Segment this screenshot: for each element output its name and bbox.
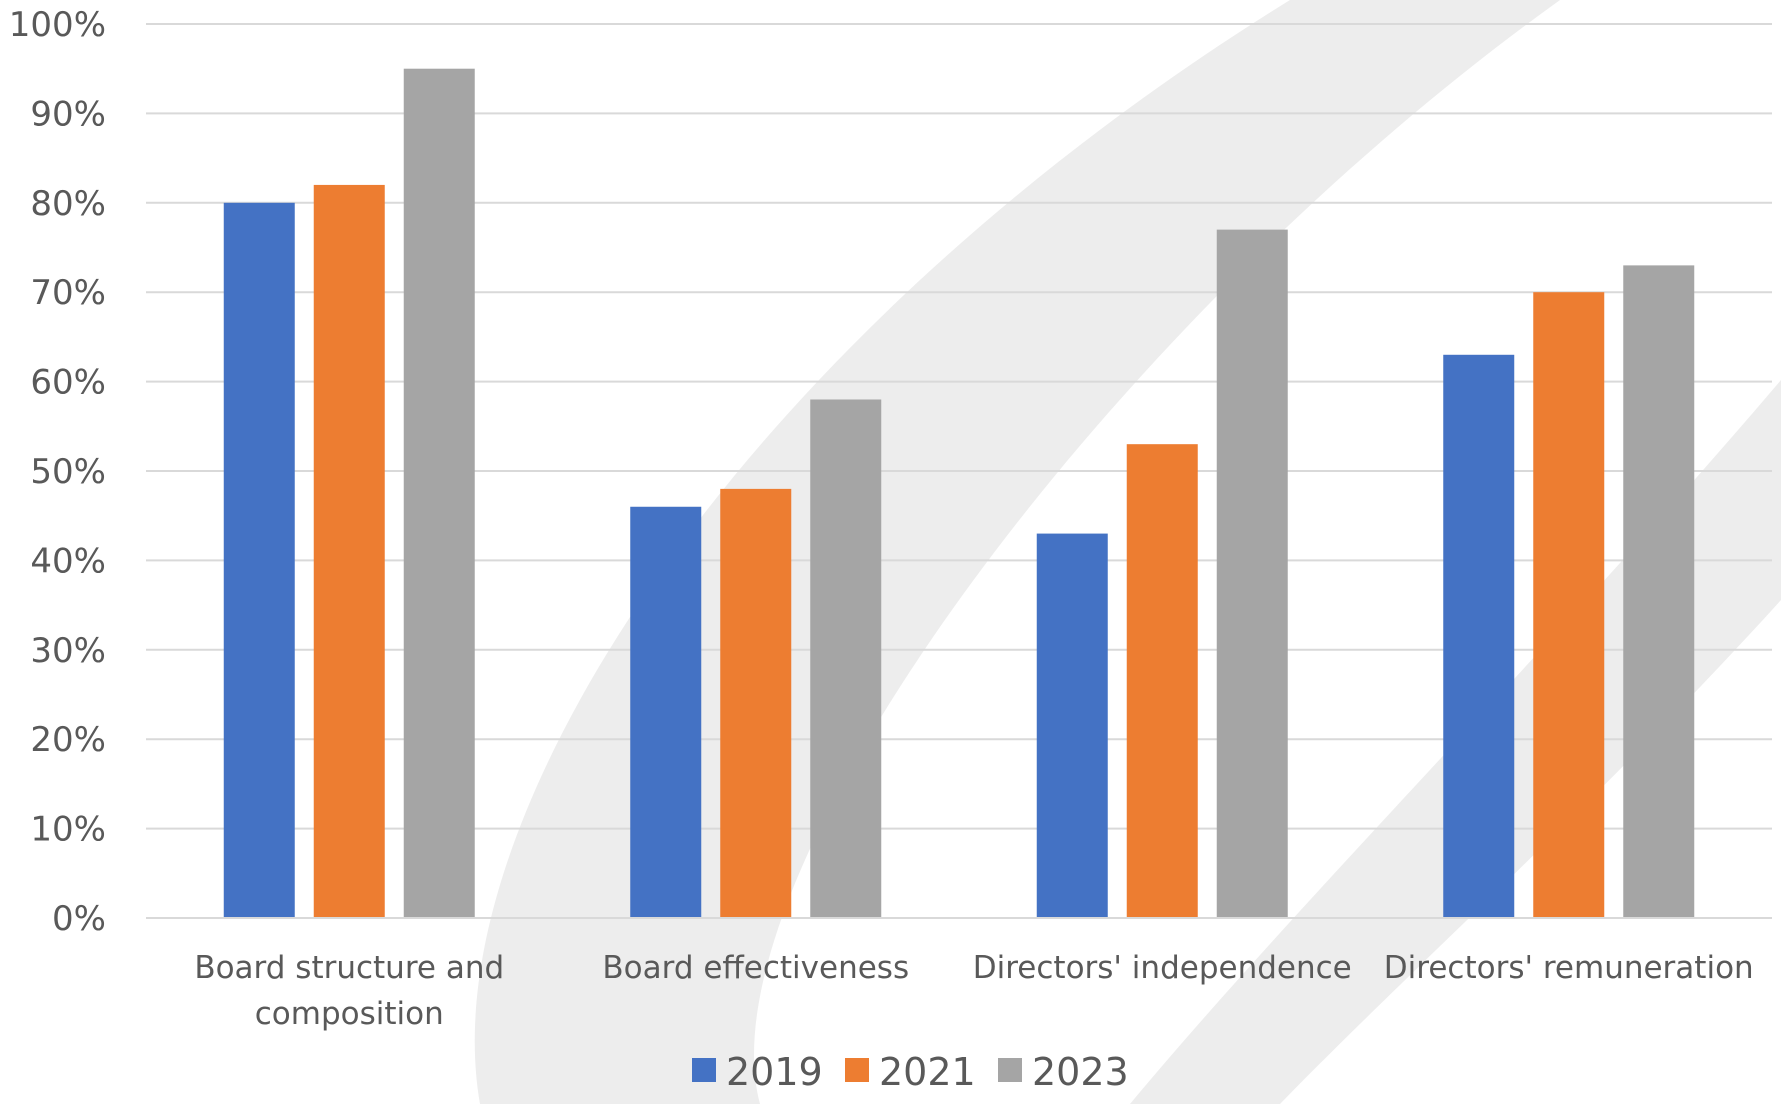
legend-label-2021: 2021 bbox=[879, 1050, 976, 1094]
bar-2023-cat-4 bbox=[1623, 265, 1695, 918]
legend-swatch-2021 bbox=[845, 1058, 869, 1082]
legend-label-2023: 2023 bbox=[1032, 1050, 1129, 1094]
x-category-label: Board effectiveness bbox=[602, 950, 909, 986]
bar-2021-cat-4 bbox=[1533, 292, 1605, 918]
bar-2019-cat-3 bbox=[1036, 533, 1108, 918]
x-category-label-line: Board effectiveness bbox=[602, 950, 909, 986]
x-category-label-line: composition bbox=[255, 996, 444, 1032]
bar-2021-cat-1 bbox=[313, 184, 385, 919]
y-tick-label: 80% bbox=[30, 184, 106, 224]
legend: 2019 2021 2023 bbox=[692, 1050, 1129, 1094]
bar-2021-cat-2 bbox=[720, 488, 792, 918]
y-tick-label: 50% bbox=[30, 452, 106, 492]
y-tick-label: 20% bbox=[30, 720, 106, 760]
bar-2023-cat-2 bbox=[810, 399, 882, 919]
bar-2023-cat-3 bbox=[1216, 229, 1288, 918]
y-axis: 0% 10% 20% 30% 40% 50% 60% 70% 80% 90% 100% bbox=[9, 5, 106, 939]
x-category-label: Directors' independence bbox=[973, 950, 1352, 986]
y-tick-label: 40% bbox=[30, 541, 106, 581]
legend-swatch-2019 bbox=[692, 1058, 716, 1082]
x-category-label-line: Board structure and bbox=[194, 950, 504, 986]
legend-swatch-2023 bbox=[998, 1058, 1022, 1082]
x-axis: Board structure and composition Board effe… bbox=[146, 917, 1772, 1032]
x-category-label-line: Directors' remuneration bbox=[1384, 950, 1754, 986]
y-tick-label: 90% bbox=[30, 94, 106, 134]
y-tick-label: 70% bbox=[30, 273, 106, 313]
bar-2019-cat-2 bbox=[630, 506, 702, 918]
x-category-label: Board structure and composition bbox=[194, 950, 504, 1032]
x-category-label-line: Directors' independence bbox=[973, 950, 1352, 986]
bar-2019-cat-4 bbox=[1443, 354, 1515, 918]
bar-2019-cat-1 bbox=[223, 202, 295, 919]
bar-2023-cat-1 bbox=[403, 68, 475, 918]
bar-2021-cat-3 bbox=[1126, 444, 1198, 918]
y-tick-label: 30% bbox=[30, 631, 106, 671]
y-tick-label: 0% bbox=[52, 899, 106, 939]
bars bbox=[223, 68, 1695, 919]
y-tick-label: 100% bbox=[9, 5, 106, 45]
x-category-label: Directors' remuneration bbox=[1384, 950, 1754, 986]
y-tick-label: 10% bbox=[30, 810, 106, 850]
y-tick-label: 60% bbox=[30, 363, 106, 403]
legend-label-2019: 2019 bbox=[726, 1050, 823, 1094]
